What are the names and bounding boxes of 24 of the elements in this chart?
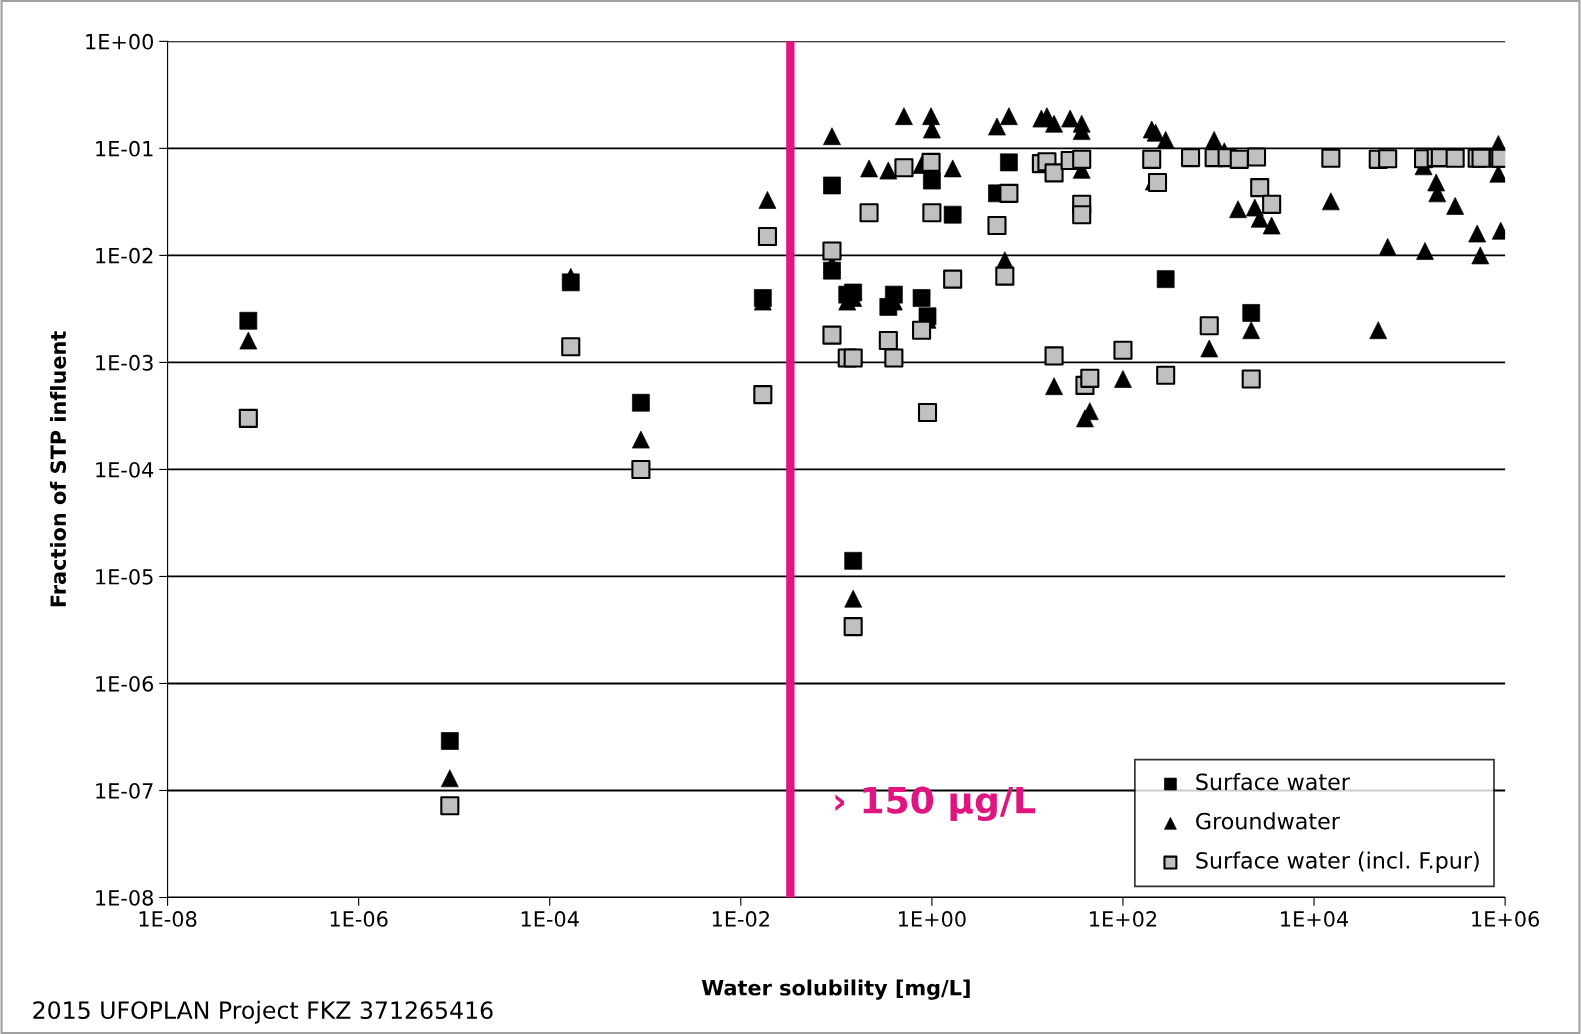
x-tick-label: 1E-08 [139, 911, 197, 927]
y-tick-label: 1E+00 [86, 33, 153, 50]
x-tick-label: 1E-06 [330, 911, 388, 927]
y-tick-label: 1E-08 [96, 889, 153, 906]
legend-label: Surface water [1196, 772, 1350, 791]
x-tick-label: 1E-02 [712, 911, 769, 927]
x-axis-title: Water solubility [mg/L] [701, 979, 970, 1000]
y-tick-label: 1E-06 [96, 675, 154, 692]
x-tick-label: 1E+00 [898, 911, 966, 927]
y-tick-label: 1E-03 [96, 354, 153, 371]
x-tick-label: 1E+04 [1281, 911, 1349, 927]
y-axis-title: Fraction of STP influent [49, 331, 67, 607]
legend-label: Groundwater [1196, 812, 1340, 830]
x-tick-label: 1E+06 [1472, 911, 1539, 927]
legend-label: Surface water (incl. F.pur) [1196, 851, 1479, 874]
y-tick-label: 1E-04 [96, 461, 154, 478]
x-tick-label: 1E+02 [1090, 911, 1157, 927]
y-tick-label: 1E-05 [96, 568, 153, 585]
y-tick-label: 1E-01 [96, 140, 153, 157]
y-tick-label: 1E-07 [96, 782, 153, 799]
text: 2015 UFOPLAN Project FKZ 371265416 [33, 1000, 493, 1024]
x-tick-label: 1E-04 [521, 911, 579, 927]
ref-line-label: › 150 µg/L [835, 786, 1036, 822]
y-tick-label: 1E-02 [96, 247, 153, 264]
